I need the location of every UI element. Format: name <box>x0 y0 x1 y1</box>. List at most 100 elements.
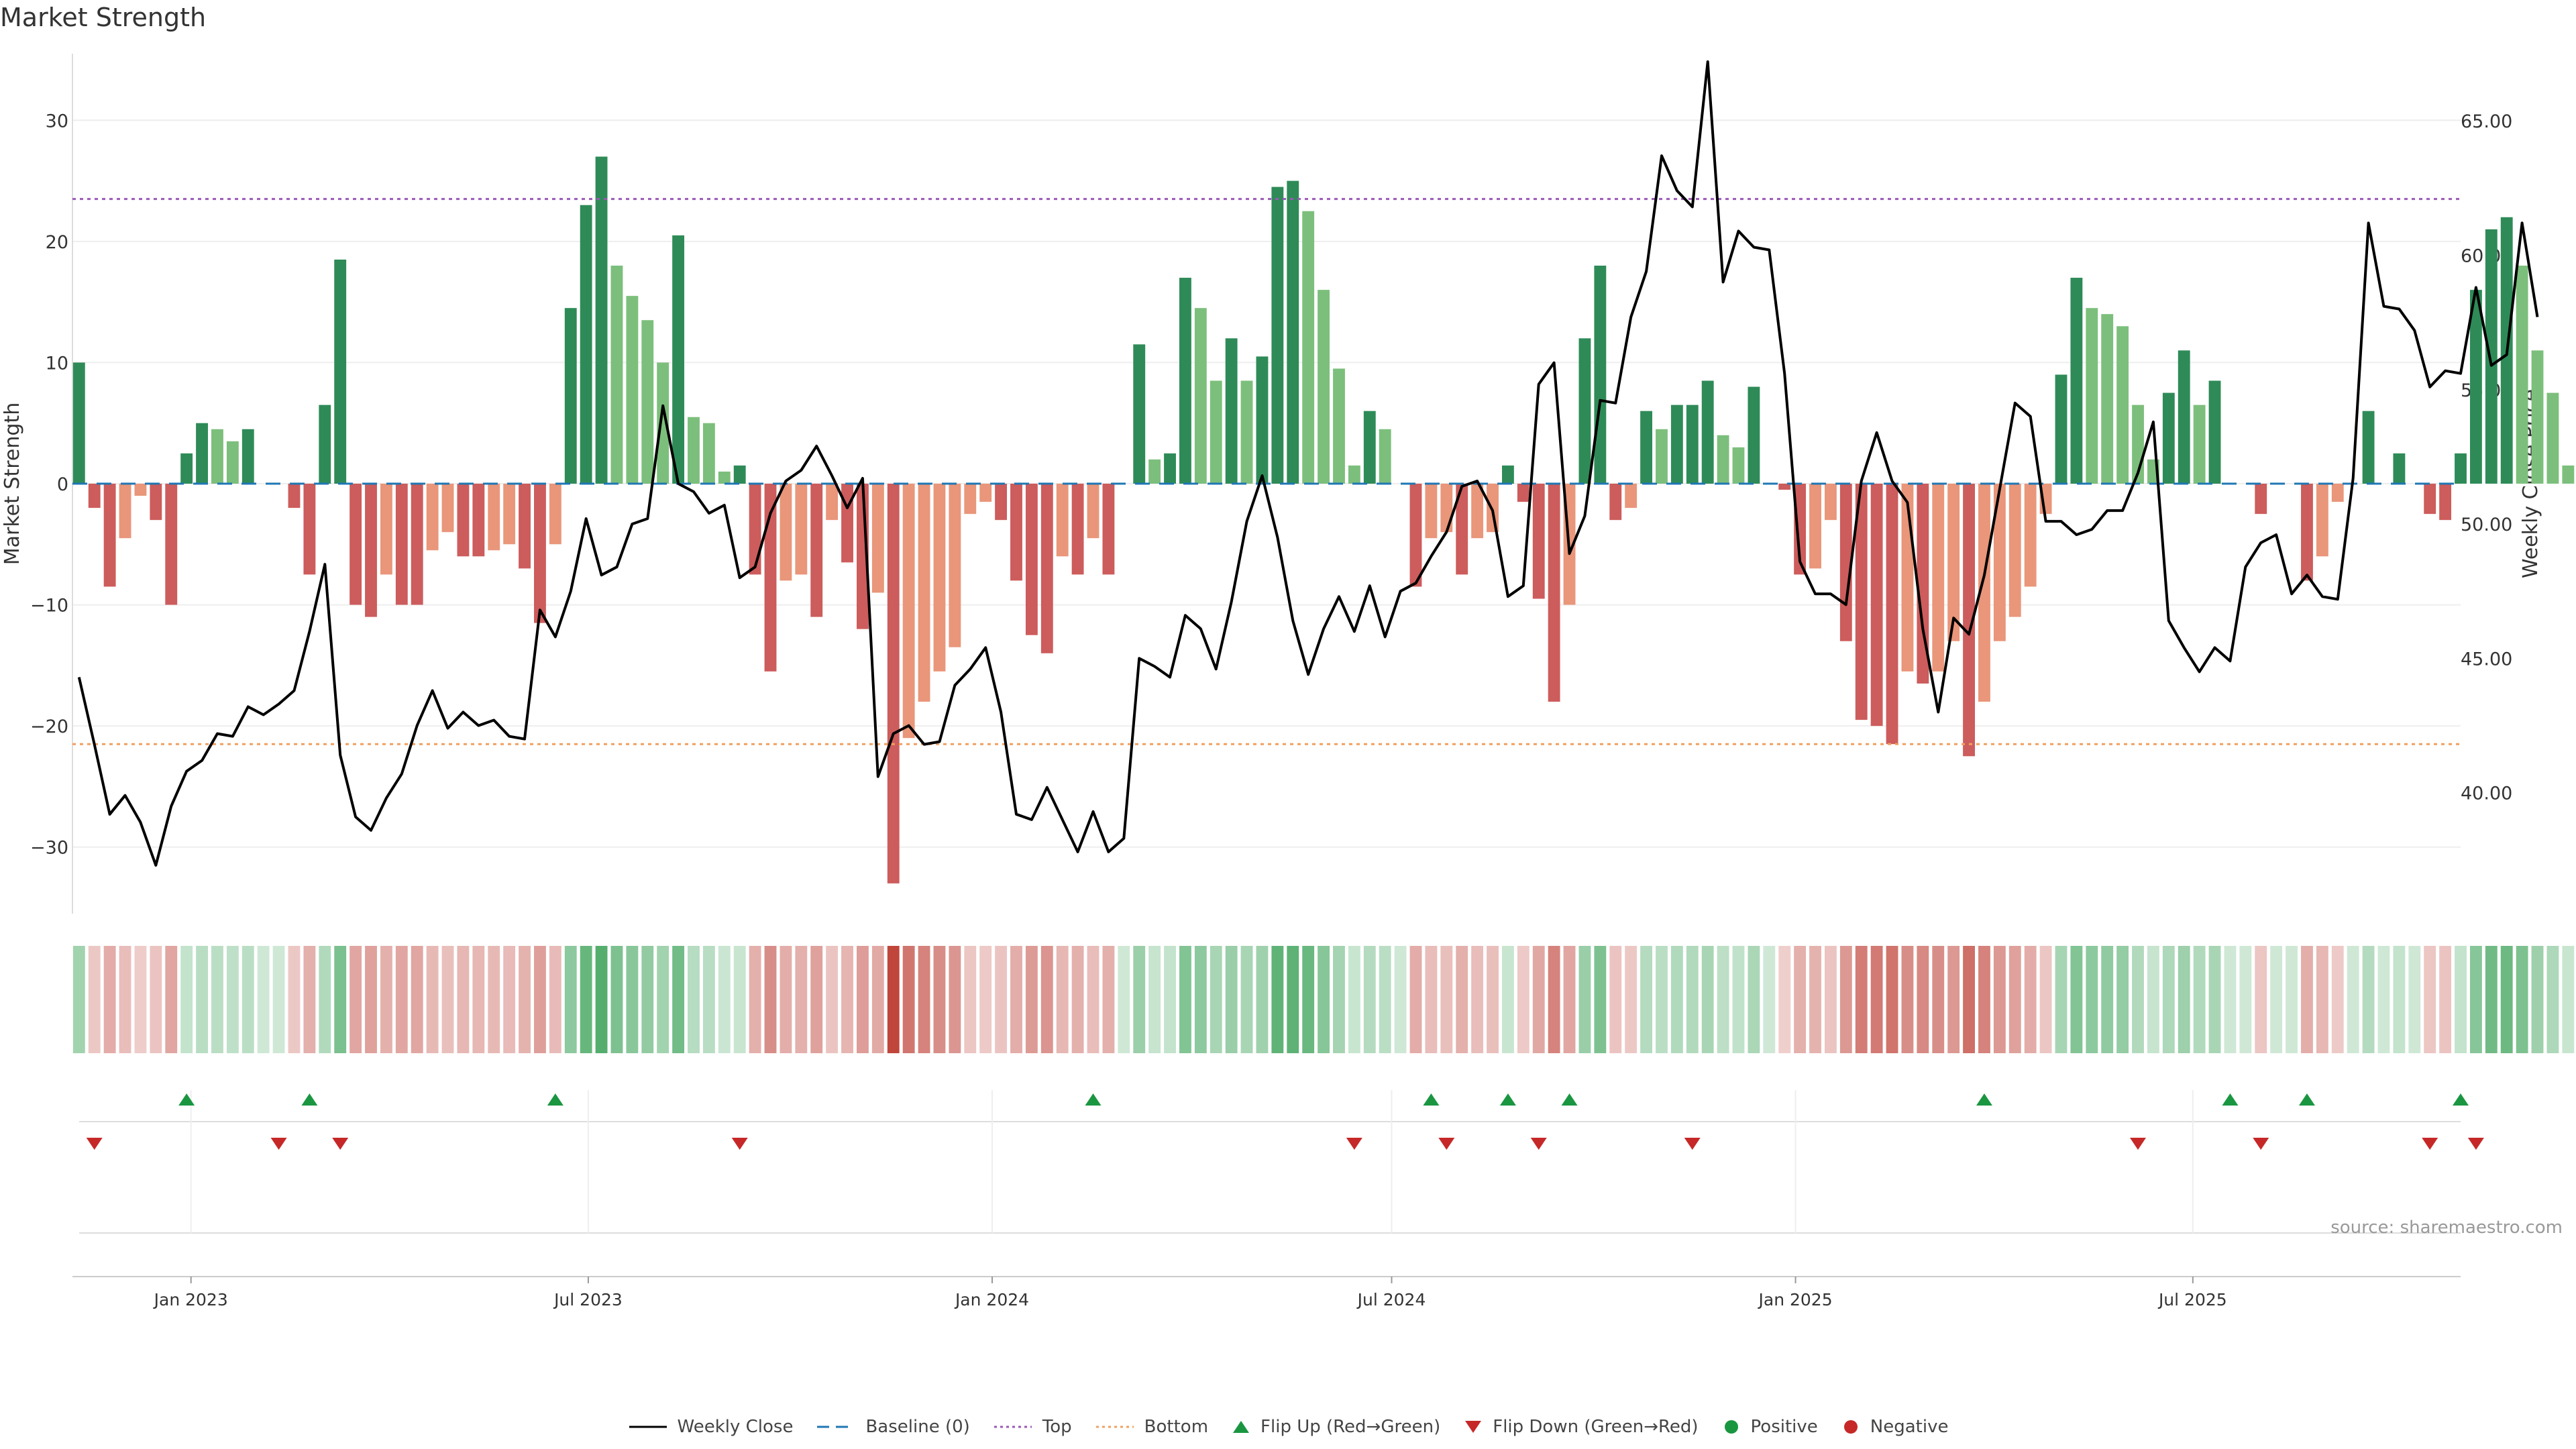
strength-bar <box>1732 447 1745 484</box>
heat-cell <box>580 946 592 1053</box>
strength-bar <box>1824 484 1837 521</box>
heat-cell <box>365 946 377 1053</box>
heat-cell <box>657 946 669 1053</box>
heat-cell <box>426 946 439 1053</box>
heat-cell <box>2224 946 2237 1053</box>
strength-bar <box>303 484 316 575</box>
heat-cell <box>1839 946 1852 1053</box>
strength-bar <box>2562 465 2575 484</box>
heat-cell <box>2162 946 2175 1053</box>
strength-bar <box>933 484 946 672</box>
heat-cell <box>257 946 270 1053</box>
legend: Weekly Close Baseline (0) Top Bottom Fli… <box>0 1417 2576 1437</box>
strength-bar <box>380 484 392 575</box>
strength-bar <box>1179 278 1191 484</box>
strength-bar <box>1087 484 1099 539</box>
heat-cell <box>718 946 731 1053</box>
heat-cell <box>1855 946 1868 1053</box>
strength-bar <box>918 484 930 702</box>
strength-bar <box>1748 386 1760 484</box>
strength-bar <box>964 484 977 515</box>
heat-cell <box>1901 946 1914 1053</box>
flip-down-marker <box>270 1138 287 1150</box>
x-tick-label: Jan 2023 <box>153 1290 228 1309</box>
strength-bar <box>1548 484 1560 702</box>
heat-cell <box>1333 946 1345 1053</box>
strength-bar <box>472 484 485 557</box>
strength-bar <box>1409 484 1422 587</box>
strength-bar <box>595 156 608 484</box>
strength-bar <box>1287 180 1299 484</box>
legend-item-top[interactable]: Top <box>993 1417 1072 1437</box>
strength-bar <box>1440 484 1453 533</box>
heat-cell <box>2178 946 2190 1053</box>
strength-bar <box>241 429 254 484</box>
heat-cell <box>72 946 85 1053</box>
legend-item-flip-up[interactable]: Flip Up (Red→Green) <box>1231 1417 1440 1437</box>
strength-bar <box>319 405 331 484</box>
flip-down-marker <box>1346 1138 1362 1150</box>
strength-bar <box>749 484 761 575</box>
legend-item-weekly-close[interactable]: Weekly Close <box>628 1417 793 1437</box>
heat-cell <box>2546 946 2559 1053</box>
heat-cell <box>1471 946 1484 1053</box>
heat-cell <box>2408 946 2421 1053</box>
legend-item-flip-down[interactable]: Flip Down (Green→Red) <box>1463 1417 1699 1437</box>
strength-bar <box>103 484 116 587</box>
heat-cell <box>334 946 347 1053</box>
heat-cell <box>1824 946 1837 1053</box>
strength-bar <box>549 484 561 545</box>
y-tick-label: −20 <box>30 716 68 737</box>
heat-cell <box>119 946 131 1053</box>
heat-cell <box>2147 946 2159 1053</box>
strength-bar <box>1425 484 1438 539</box>
legend-item-baseline[interactable]: Baseline (0) <box>816 1417 970 1437</box>
strength-bar <box>411 484 423 605</box>
heat-cell <box>2193 946 2206 1053</box>
strength-bar <box>2531 350 2544 484</box>
y-tick-label: −30 <box>30 838 68 859</box>
positive-dot-icon <box>1724 1420 1738 1434</box>
strength-bar <box>949 484 961 647</box>
strength-bar <box>2086 308 2098 484</box>
strength-bar <box>871 484 884 593</box>
flip-down-marker <box>2130 1138 2147 1150</box>
heat-cell <box>1056 946 1069 1053</box>
legend-item-positive[interactable]: Positive <box>1721 1417 1818 1437</box>
heat-cell <box>1487 946 1499 1053</box>
strength-bar <box>2469 290 2482 484</box>
strength-bar <box>780 484 792 581</box>
strength-bar <box>2193 405 2206 484</box>
strength-bar <box>1640 411 1652 484</box>
legend-item-bottom[interactable]: Bottom <box>1095 1417 1208 1437</box>
strength-bar <box>1701 380 1714 484</box>
flip-down-marker <box>332 1138 349 1150</box>
flip-up-marker <box>2298 1093 2315 1106</box>
y-tick-label: 20 <box>46 232 68 253</box>
strength-bar <box>702 423 715 484</box>
heat-cell <box>211 946 223 1053</box>
strength-bar <box>2546 392 2559 484</box>
strength-bar <box>2255 484 2267 515</box>
heat-cell <box>626 946 639 1053</box>
legend-item-negative[interactable]: Negative <box>1841 1417 1948 1437</box>
strength-bar <box>457 484 470 557</box>
weekly-close-line <box>77 60 2539 867</box>
heat-cell <box>949 946 961 1053</box>
heat-cell <box>995 946 1008 1053</box>
strength-bar <box>2439 484 2452 521</box>
heat-cell <box>810 946 823 1053</box>
heat-cell <box>472 946 485 1053</box>
heat-cell <box>595 946 608 1053</box>
heat-cell <box>979 946 992 1053</box>
heat-cell <box>1778 946 1791 1053</box>
heat-cell <box>549 946 561 1053</box>
legend-label-bottom: Bottom <box>1144 1417 1209 1437</box>
heat-cell <box>1794 946 1807 1053</box>
strength-bar <box>887 484 900 883</box>
x-tick-label: Jul 2024 <box>1356 1290 1426 1309</box>
flip-down-marker <box>2467 1138 2484 1150</box>
heat-cell <box>1640 946 1652 1053</box>
heat-cell <box>1194 946 1207 1053</box>
heat-cell <box>2377 946 2390 1053</box>
